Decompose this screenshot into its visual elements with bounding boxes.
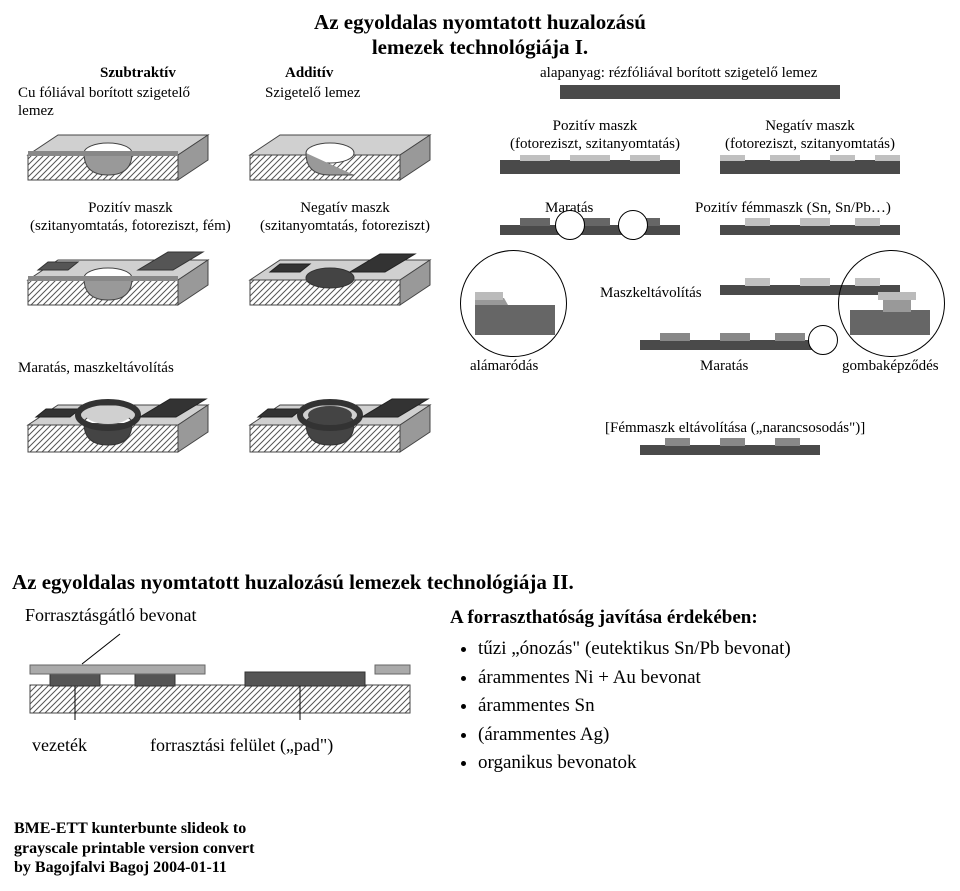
mask-pos-r1 xyxy=(520,155,550,161)
list-item: organikus bevonatok xyxy=(478,750,940,777)
footer: BME-ETT kunterbunte slideok to grayscale… xyxy=(14,819,254,877)
bar-maratas2-base xyxy=(640,340,820,350)
circle-gomba xyxy=(808,325,838,355)
iso-additiv-1 xyxy=(240,115,440,195)
title-line2: lemezek technológiája I. xyxy=(372,35,588,59)
circle-undercut2 xyxy=(618,210,648,240)
label-vezetek: vezeték xyxy=(32,735,87,756)
label-subtraktiv: Szubtraktív xyxy=(100,65,176,82)
bar-alapanyag xyxy=(560,85,840,99)
bar-final-base xyxy=(640,445,820,455)
list-item: árammentes Ni + Au bevonat xyxy=(478,665,940,692)
fem3 xyxy=(855,218,880,226)
iso-subtraktiv-2 xyxy=(18,240,218,320)
section2-figure: Forrasztásgátló bevonat vezeték forraszt… xyxy=(20,605,420,785)
bar-maratas-base xyxy=(500,225,680,235)
mask-neg-r2 xyxy=(770,155,800,161)
detail-alamarodas xyxy=(460,250,565,355)
bar-posmask-r xyxy=(500,160,680,174)
iso-subtraktiv-3 xyxy=(18,380,218,470)
label-maratas-maskelt: Maratás, maszkeltávolítás xyxy=(18,360,174,377)
footer-l3: by Bagojfalvi Bagoj 2004-01-11 xyxy=(14,859,227,876)
footer-l2: grayscale printable version convert xyxy=(14,840,254,857)
label-pos-maszk-left: Pozitív maszk (szitanyomtatás, fotorezis… xyxy=(30,200,231,235)
fin1 xyxy=(665,438,690,446)
etch-r1 xyxy=(520,218,550,226)
cross-section xyxy=(20,630,420,740)
label-neg-maszk-left: Negatív maszk (szitanyomtatás, fotorezis… xyxy=(260,200,430,235)
label-alamarodas: alámaródás xyxy=(470,358,538,375)
title-line1: Az egyoldalas nyomtatott huzalozású xyxy=(314,10,646,34)
label-neg-maszk-right: Negatív maszk (fotoreziszt, szitanyomtat… xyxy=(725,118,895,153)
footer-l1: BME-ETT kunterbunte slideok to xyxy=(14,820,246,837)
me1 xyxy=(745,278,770,286)
section2-title: Az egyoldalas nyomtatott huzalozású leme… xyxy=(0,570,960,595)
fin3 xyxy=(775,438,800,446)
label-forrasztasi: forrasztási felület („pad") xyxy=(150,735,333,756)
section2-head: A forraszthatóság javítása érdekében: xyxy=(450,605,940,632)
m2-3 xyxy=(775,333,805,341)
iso-additiv-3 xyxy=(240,380,440,470)
list-item: árammentes Sn xyxy=(478,693,940,720)
m2-1 xyxy=(660,333,690,341)
mask-neg-r1 xyxy=(720,155,745,161)
m2-2 xyxy=(720,333,750,341)
mask-neg-r3 xyxy=(830,155,855,161)
label-maszkeltavol: Maszkeltávolítás xyxy=(600,285,702,302)
mask-pos-r2 xyxy=(570,155,610,161)
mask-neg-r4 xyxy=(875,155,900,161)
detail-gomba xyxy=(838,250,943,355)
circle-undercut xyxy=(555,210,585,240)
label-pos-femmaszk: Pozitív fémmaszk (Sn, Sn/Pb…) xyxy=(695,200,891,217)
label-additiv: Additív xyxy=(285,65,333,82)
iso-subtraktiv-1 xyxy=(18,115,218,195)
section2-list: tűzi „ónozás" (eutektikus Sn/Pb bevonat)… xyxy=(450,636,940,777)
label-forrasztasgatlo: Forrasztásgátló bevonat xyxy=(25,605,196,626)
label-alapanyag: alapanyag: rézfóliával borított szigetel… xyxy=(540,65,817,82)
list-item: tűzi „ónozás" (eutektikus Sn/Pb bevonat) xyxy=(478,636,940,663)
label-maratas2r: Maratás xyxy=(700,358,748,375)
fem1 xyxy=(745,218,770,226)
fin2 xyxy=(720,438,745,446)
label-additiv-sub: Szigetelő lemez xyxy=(265,85,360,102)
label-pos-maszk-right: Pozitív maszk (fotoreziszt, szitanyomtat… xyxy=(510,118,680,153)
me2 xyxy=(800,278,830,286)
diagram-area: Szubtraktív Cu fóliával borított szigete… xyxy=(0,60,960,560)
bar-fem-base xyxy=(720,225,900,235)
bar-negmask-r xyxy=(720,160,900,174)
list-item: (árammentes Ag) xyxy=(478,722,940,749)
fem2 xyxy=(800,218,830,226)
page-title: Az egyoldalas nyomtatott huzalozású leme… xyxy=(0,0,960,60)
section2-text: A forraszthatóság javítása érdekében: tű… xyxy=(420,605,940,785)
iso-additiv-2 xyxy=(240,240,440,320)
label-femmaszk-elt: [Fémmaszk eltávolítása („narancsosodás")… xyxy=(605,420,865,437)
label-gombakep: gombaképződés xyxy=(842,358,939,375)
mask-pos-r3 xyxy=(630,155,660,161)
section2: Forrasztásgátló bevonat vezeték forraszt… xyxy=(0,595,960,785)
